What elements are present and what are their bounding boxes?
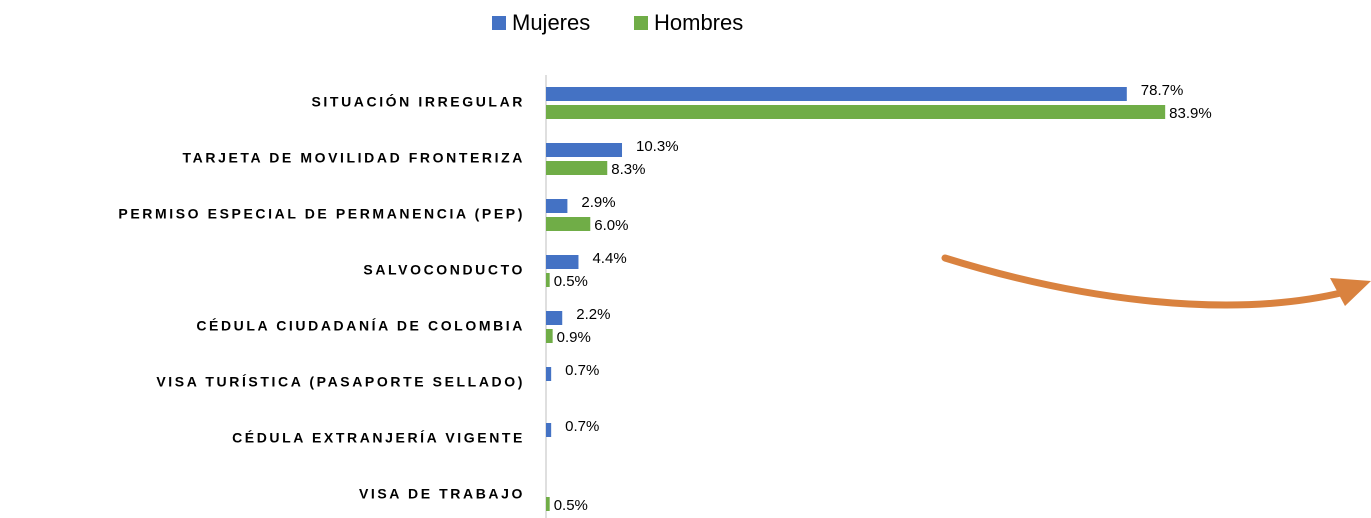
legend-label: Mujeres: [512, 10, 590, 35]
data-label: 0.5%: [554, 497, 588, 514]
bar: [546, 329, 553, 343]
category-label: VISA TURÍSTICA (PASAPORTE SELLADO): [156, 374, 525, 390]
data-label: 2.2%: [576, 306, 610, 323]
arrow-curve: [941, 254, 1349, 309]
bar: [546, 423, 552, 437]
data-label: 0.5%: [554, 273, 588, 290]
data-label: 2.9%: [581, 194, 615, 211]
data-label: 78.7%: [1141, 82, 1184, 99]
bar: [546, 143, 623, 157]
category-label: SITUACIÓN IRREGULAR: [311, 93, 525, 110]
data-label: 0.7%: [565, 418, 599, 435]
bar: [546, 87, 1127, 101]
data-label: 6.0%: [594, 217, 628, 234]
bar: [546, 217, 591, 231]
category-label: CÉDULA CIUDADANÍA DE COLOMBIA: [196, 318, 525, 334]
legend-swatch: [492, 16, 506, 30]
category-label: CÉDULA EXTRANJERÍA VIGENTE: [232, 430, 525, 446]
data-label: 0.7%: [565, 362, 599, 379]
bar: [546, 255, 579, 269]
legend-swatch: [634, 16, 648, 30]
data-label: 4.4%: [592, 250, 626, 267]
legend-label: Hombres: [654, 10, 743, 35]
data-label: 10.3%: [636, 138, 679, 155]
bar: [546, 367, 552, 381]
category-label: TARJETA DE MOVILIDAD FRONTERIZA: [183, 150, 525, 166]
data-label: 8.3%: [611, 161, 645, 178]
category-label: VISA DE TRABAJO: [359, 486, 525, 502]
bar: [546, 311, 563, 325]
bar: [546, 105, 1166, 119]
category-label: SALVOCONDUCTO: [363, 262, 525, 278]
bar: [546, 497, 550, 511]
bar: [546, 161, 608, 175]
bar: [546, 273, 550, 287]
data-label: 0.9%: [557, 329, 591, 346]
bar: [546, 199, 568, 213]
data-label: 83.9%: [1169, 105, 1212, 122]
arrow-head: [1330, 278, 1371, 306]
category-label: PERMISO ESPECIAL DE PERMANENCIA (PEP): [118, 206, 525, 222]
